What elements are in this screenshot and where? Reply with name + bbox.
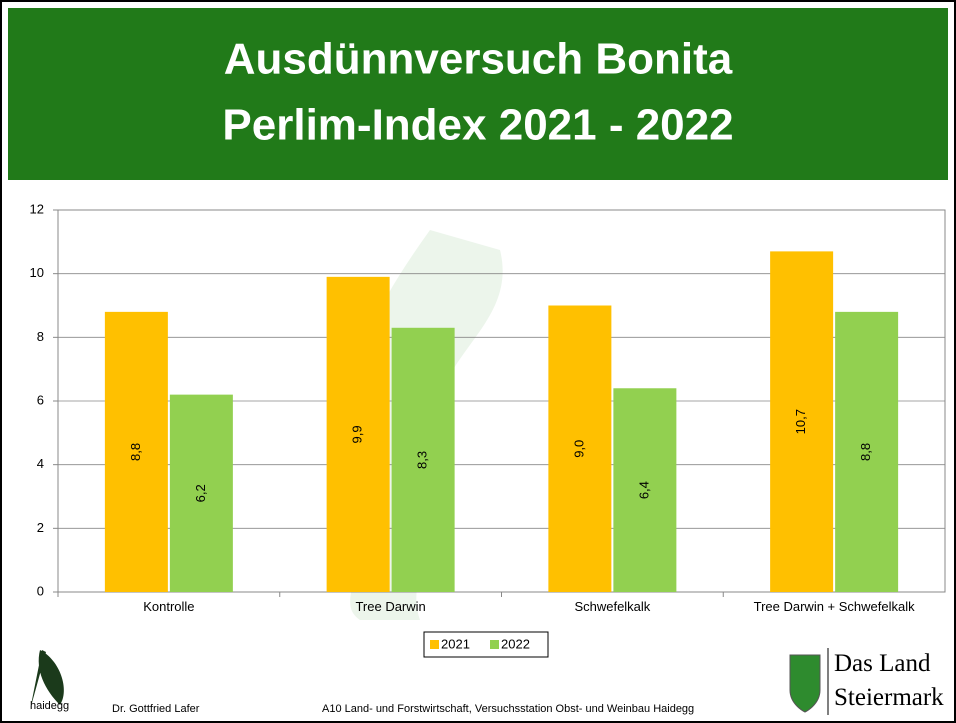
- chart-subtitle: Perlim-Index 2021 - 2022: [222, 101, 733, 150]
- brand-line: Steiermark: [834, 684, 944, 711]
- bar: [613, 388, 677, 592]
- data-label: 9,9: [350, 425, 365, 443]
- legend-swatch: [490, 640, 499, 649]
- institution: A10 Land- und Forstwirtschaft, Versuchss…: [322, 703, 695, 715]
- y-tick-label: 10: [30, 265, 44, 280]
- bar: [169, 394, 233, 592]
- y-tick-label: 0: [37, 583, 44, 598]
- logo-swoosh: [30, 650, 64, 710]
- bar: [391, 327, 455, 592]
- legend-box: [423, 631, 549, 658]
- author: Dr. Gottfried Lafer: [112, 703, 200, 715]
- legend-label: 2022: [501, 636, 530, 651]
- bar: [548, 305, 612, 592]
- chart-title: Ausdünnversuch Bonita: [224, 35, 733, 84]
- legend-swatch: [430, 640, 439, 649]
- brand-line: Das Land: [834, 650, 931, 677]
- data-label: 6,2: [193, 484, 208, 502]
- data-label: 6,4: [636, 481, 651, 499]
- bar: [326, 276, 390, 592]
- bar: [770, 251, 834, 592]
- x-tick-label: Tree Darwin: [355, 599, 426, 614]
- bar: [835, 311, 899, 592]
- data-label: 8,8: [128, 443, 143, 461]
- data-label: 8,3: [415, 451, 430, 469]
- y-tick-label: 2: [37, 520, 44, 535]
- bar: [104, 311, 168, 592]
- x-tick-label: Schwefelkalk: [574, 599, 651, 614]
- data-label: 10,7: [793, 409, 808, 434]
- data-label: 9,0: [571, 440, 586, 458]
- header-band: [8, 8, 948, 180]
- y-tick-label: 8: [37, 329, 44, 344]
- logo-text: haidegg: [30, 700, 70, 712]
- coat-of-arms: [789, 654, 821, 713]
- y-tick-label: 12: [30, 201, 44, 216]
- x-tick-label: Tree Darwin + Schwefelkalk: [753, 599, 915, 614]
- legend-label: 2021: [441, 636, 470, 651]
- data-label: 8,8: [858, 443, 873, 461]
- x-tick-label: Kontrolle: [143, 599, 195, 614]
- y-tick-label: 4: [37, 456, 44, 471]
- y-tick-label: 6: [37, 392, 44, 407]
